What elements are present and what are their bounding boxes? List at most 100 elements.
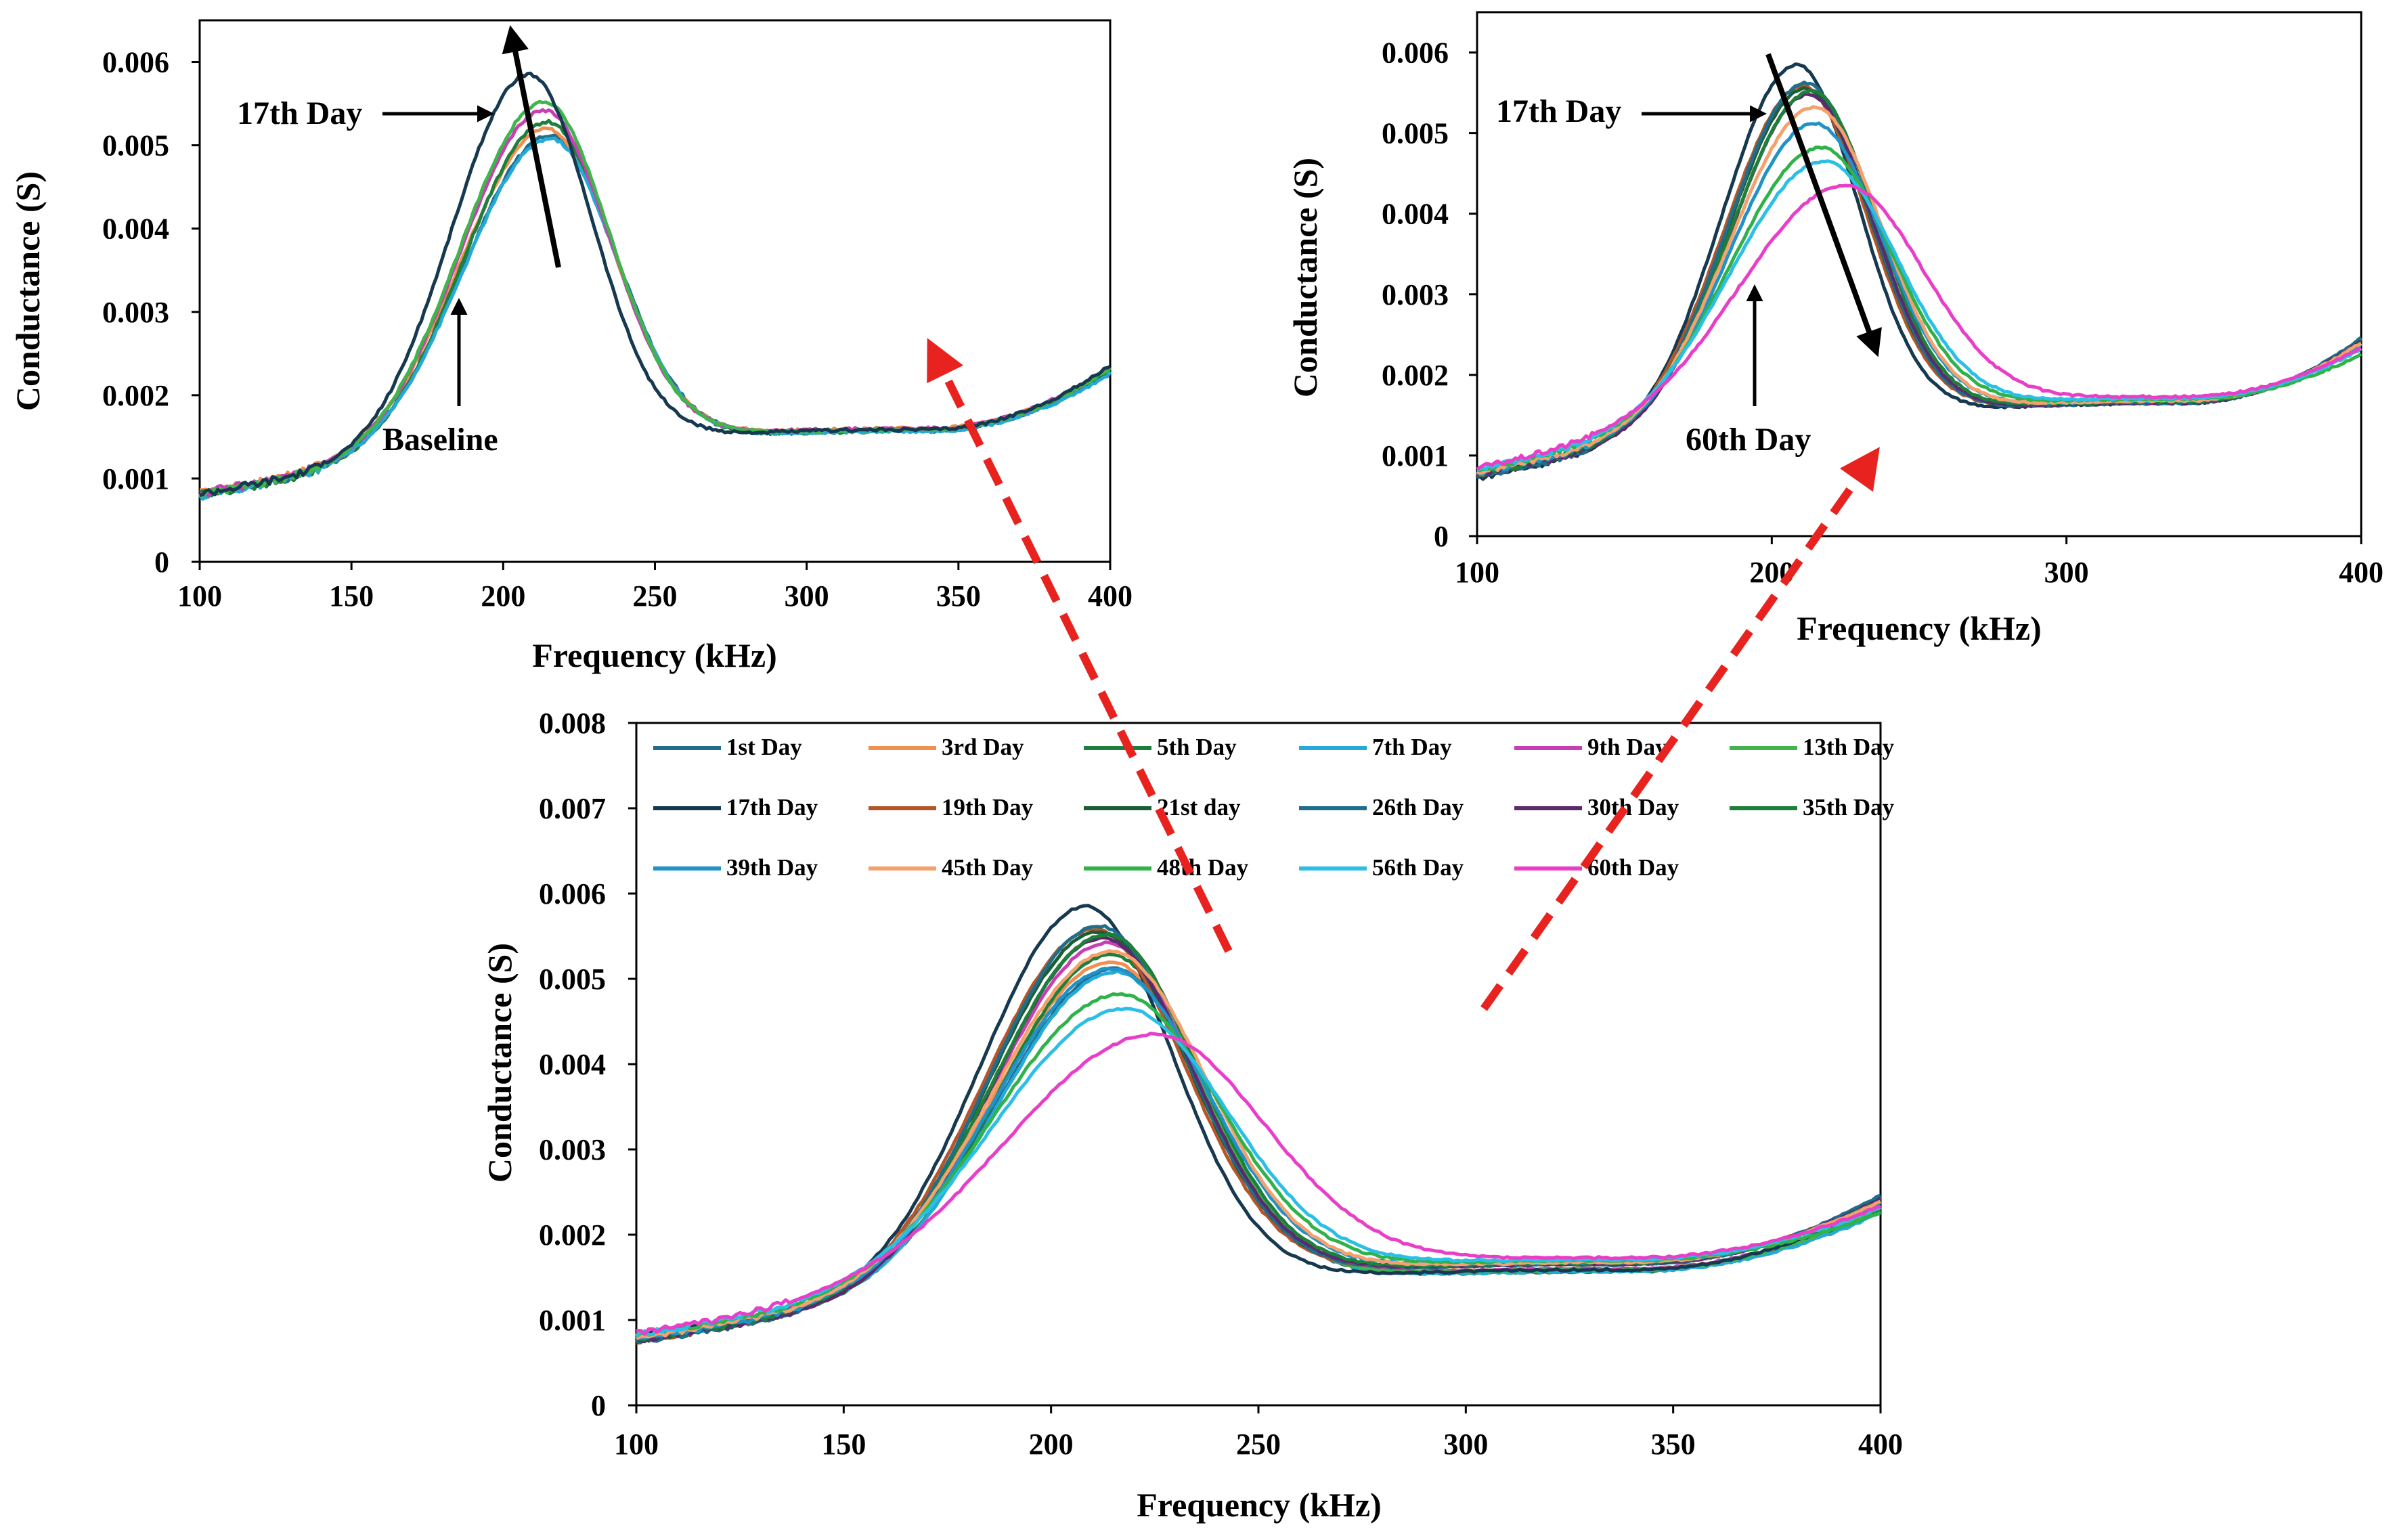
- legend-label: 17th Day: [726, 794, 818, 820]
- x-tick-label: 350: [936, 579, 981, 613]
- legend-label: 3rd Day: [942, 734, 1024, 760]
- series-line-48th-day: [1476, 145, 2363, 472]
- legend-label: 21st day: [1157, 794, 1241, 820]
- annotation-17th-day: 17th Day: [1496, 93, 1621, 129]
- y-tick-label: 0: [591, 1389, 606, 1422]
- legend-label: 39th Day: [726, 854, 818, 881]
- series-line-9th-day: [635, 940, 1882, 1338]
- x-tick-label: 100: [614, 1428, 659, 1461]
- series-line-45th-day: [635, 949, 1881, 1340]
- x-tick-label: 400: [2339, 556, 2383, 589]
- y-tick-labels: 0 0.001 0.002 0.003 0.004 0.005 0.006: [1382, 37, 1477, 553]
- y-tick-label: 0.007: [539, 792, 606, 825]
- y-tick-label: 0.002: [102, 379, 169, 412]
- y-tick-label: 0.002: [1382, 359, 1449, 392]
- legend-label: 9th Day: [1587, 734, 1667, 760]
- y-tick-label: 0.001: [1382, 439, 1449, 472]
- x-tick-label: 150: [821, 1428, 866, 1461]
- x-tick-label: 300: [785, 579, 829, 613]
- y-tick-label: 0.003: [539, 1133, 606, 1166]
- y-tick-label: 0.005: [102, 129, 169, 162]
- series-group: [198, 71, 1112, 501]
- legend-label: 5th Day: [1157, 734, 1237, 760]
- annotation-baseline: Baseline: [382, 422, 498, 458]
- y-tick-labels: 0 0.001 0.002 0.003 0.004 0.005 0.006 0.007 0.00…: [539, 707, 636, 1422]
- series-line-35th-day: [1476, 89, 2362, 478]
- series-line-19th-day: [1476, 83, 2363, 478]
- chart-top-right: 100 200 300 400 00.0010.0020.0030.0040.0050…: [1286, 11, 2383, 647]
- series-line-baseline: [198, 133, 1112, 500]
- x-axis-title: Frequency (kHz): [1137, 1486, 1382, 1524]
- legend-label: 60th Day: [1587, 854, 1679, 881]
- legend-label: 48th Day: [1157, 854, 1249, 881]
- x-axis-title: Frequency (kHz): [1797, 609, 2042, 647]
- annotation-17th-day: 17th Day: [237, 95, 362, 131]
- y-tick-label: 0.003: [102, 296, 169, 329]
- y-tick-label: 0.003: [1382, 278, 1449, 311]
- y-tick-label: 0.008: [539, 707, 606, 740]
- series-line-7th-day: [636, 969, 1882, 1339]
- y-tick-label: 0.006: [539, 877, 606, 910]
- x-tick-labels: 100 200 300 400: [1455, 536, 2383, 589]
- y-tick-label: 0: [1434, 520, 1449, 553]
- y-tick-label: 0: [154, 546, 169, 579]
- x-tick-label: 300: [1443, 1428, 1488, 1461]
- x-tick-label: 400: [1088, 579, 1133, 613]
- series-line-30th-day: [1475, 92, 2362, 479]
- y-tick-label: 0.006: [102, 46, 169, 79]
- legend-label: 30th Day: [1587, 794, 1679, 820]
- legend-label: 19th Day: [942, 794, 1034, 820]
- legend-label: 7th Day: [1372, 734, 1452, 760]
- x-tick-labels: 100 150 200 250 300 350 400: [177, 562, 1133, 613]
- x-tick-label: 100: [177, 579, 222, 613]
- y-tick-label: 0.005: [539, 963, 606, 996]
- x-tick-label: 250: [633, 579, 678, 613]
- x-tick-label: 100: [1455, 556, 1499, 589]
- series-line-1st-day: [635, 966, 1882, 1341]
- y-tick-label: 0.004: [539, 1048, 606, 1081]
- series-line-26th-day: [635, 924, 1881, 1344]
- y-tick-label: 0.004: [1382, 198, 1449, 231]
- series-line-56th-day: [1476, 159, 2363, 472]
- y-tick-labels: 0 0.001 0.002 0.003 0.004 0.005 0.006: [102, 46, 200, 579]
- chart-bottom: 100 150 200 250 300 350 400 0 0.001 0.002 0.003 0.…: [481, 707, 1903, 1524]
- series-group: [1475, 62, 2363, 481]
- series-line-19th-day: [636, 927, 1882, 1345]
- y-tick-label: 0.005: [1382, 117, 1449, 150]
- series-line-13th-day: [635, 932, 1881, 1338]
- x-tick-label: 150: [329, 579, 374, 613]
- y-tick-label: 0.006: [1382, 37, 1449, 70]
- y-tick-label: 0.001: [539, 1304, 606, 1337]
- x-tick-label: 200: [1029, 1428, 1074, 1461]
- trend-arrow-down: [1765, 53, 1882, 357]
- series-line-17th-day: [636, 904, 1881, 1340]
- series-line-45th-day: [1476, 105, 2363, 475]
- x-axis-title: Frequency (kHz): [532, 636, 777, 674]
- series-line-35th-day: [636, 931, 1882, 1342]
- legend-label: 45th Day: [942, 854, 1034, 881]
- x-tick-label: 400: [1858, 1428, 1903, 1461]
- series-line-21st-day: [1476, 86, 2363, 477]
- connector-arrow-left: [927, 338, 1233, 953]
- legend-label: 13th Day: [1803, 734, 1895, 760]
- x-tick-label: 200: [481, 579, 525, 613]
- series-line-3rd-day: [636, 960, 1882, 1338]
- y-axis-title: Conductance (S): [481, 943, 519, 1183]
- series-line-17th-day: [199, 71, 1111, 498]
- series-line-60th-day: [1476, 183, 2363, 471]
- y-tick-label: 0.001: [102, 462, 169, 496]
- series-line-5th-day: [636, 952, 1881, 1338]
- legend-label: 1st Day: [726, 734, 802, 760]
- y-tick-label: 0.002: [539, 1218, 606, 1252]
- series-line-39th-day: [636, 967, 1882, 1340]
- annotation-60th-day: 60th Day: [1686, 422, 1811, 458]
- plot-area-frame: [1476, 11, 2363, 537]
- trend-arrow-up: [502, 25, 561, 268]
- legend: 1st Day 3rd Day 5th Day 7th Day 9th Day 13th …: [653, 734, 1895, 881]
- x-tick-labels: 100 150 200 250 300 350 400: [614, 1405, 1903, 1461]
- series-line-60th-day: [636, 1032, 1881, 1336]
- y-tick-label: 0.004: [102, 213, 169, 246]
- legend-label: 35th Day: [1803, 794, 1895, 820]
- x-tick-label: 300: [2044, 556, 2089, 589]
